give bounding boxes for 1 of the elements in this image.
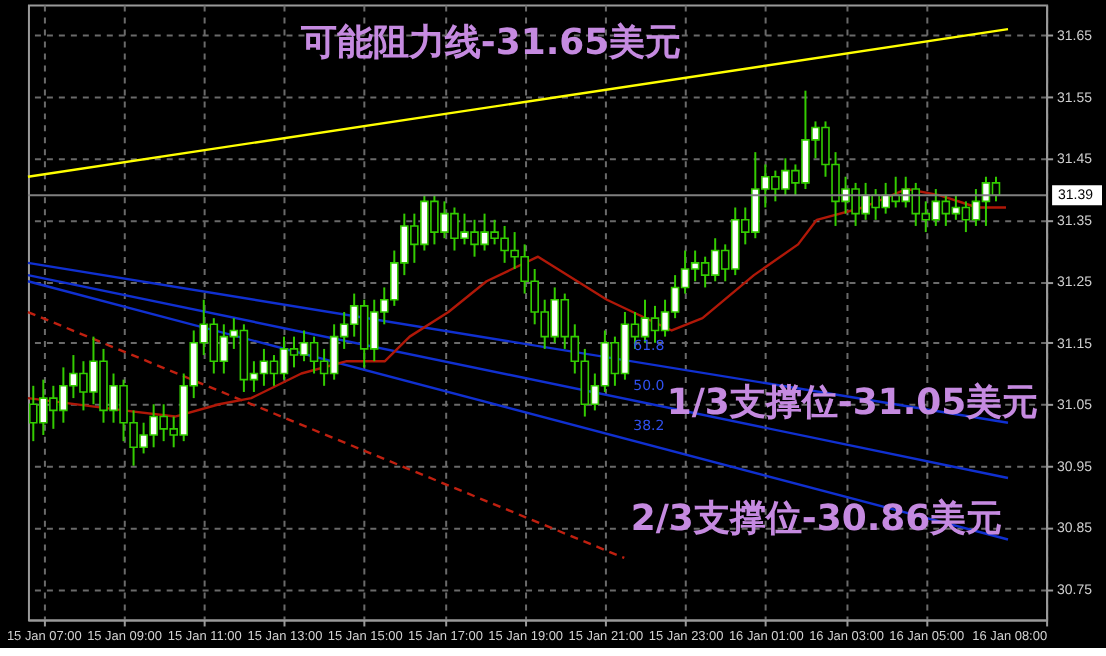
annotation: 可能阻力线-31.65美元 bbox=[298, 22, 682, 65]
